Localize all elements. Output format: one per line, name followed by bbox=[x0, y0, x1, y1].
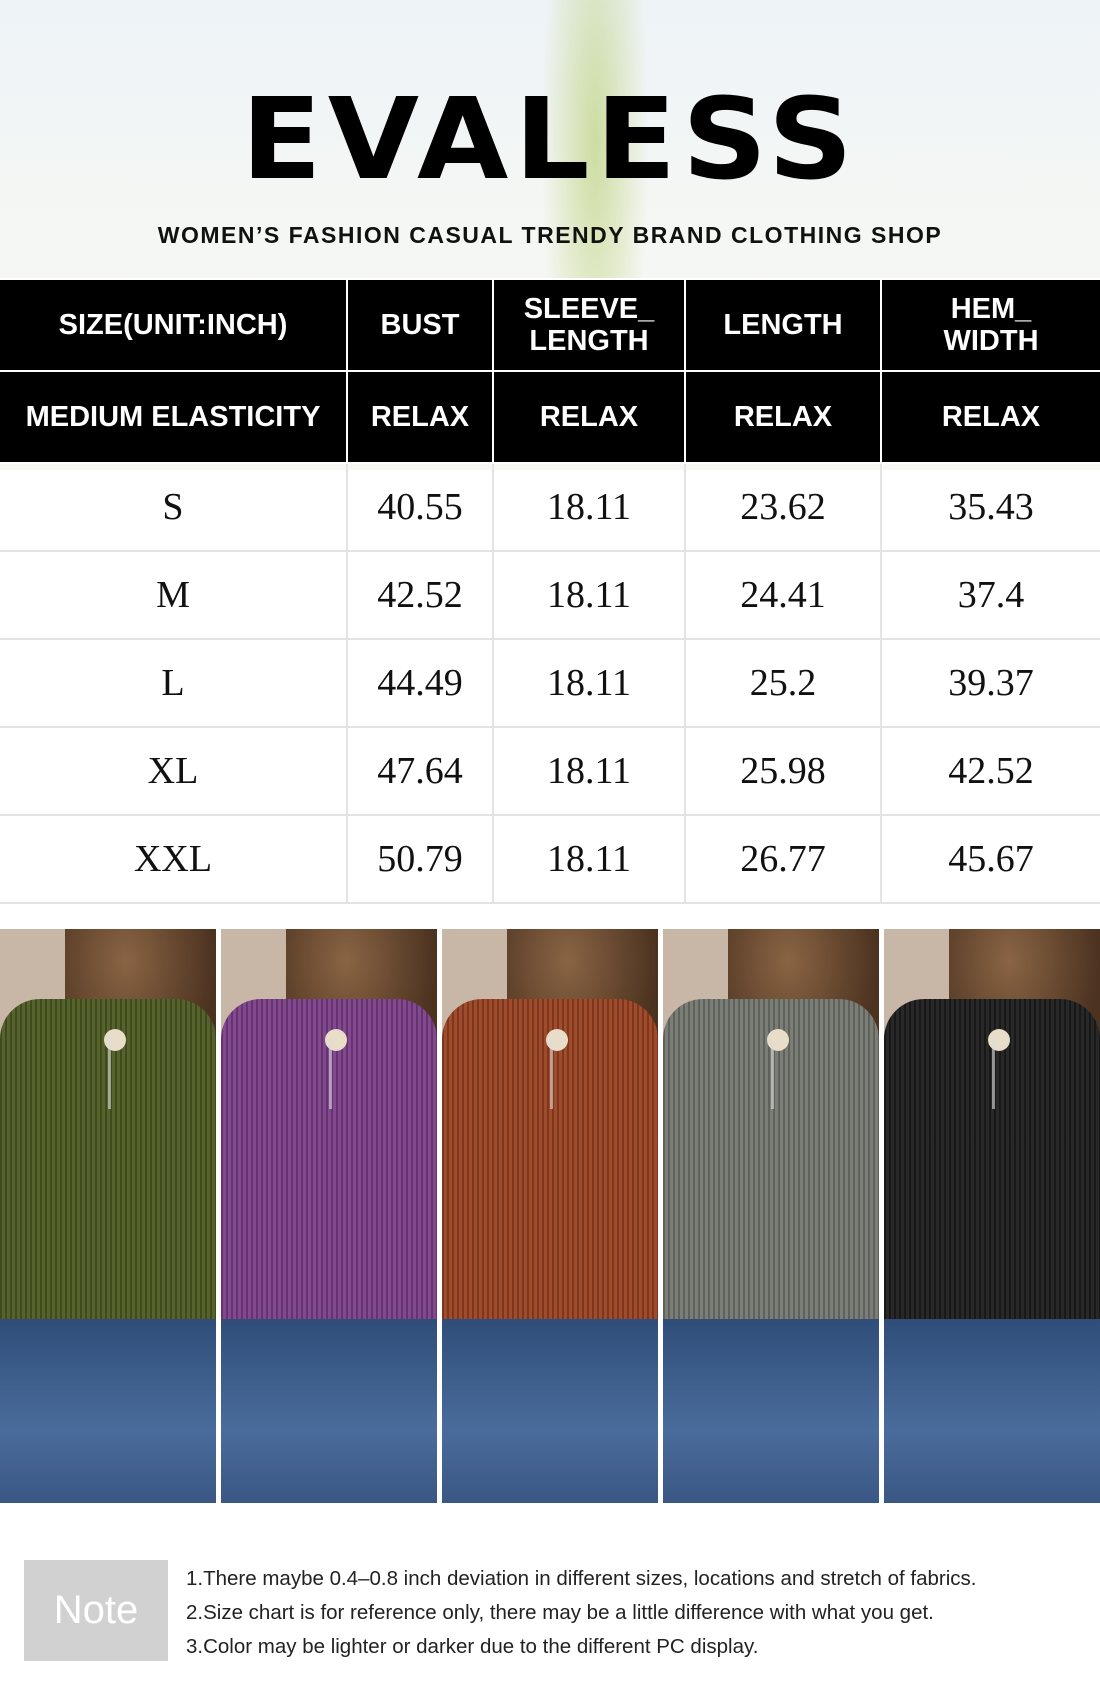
subheader-row: MEDIUM ELASTICITY RELAX RELAX RELAX RELAX bbox=[0, 370, 1100, 464]
measurement-cell: 25.98 bbox=[684, 726, 882, 816]
zipper bbox=[771, 1039, 774, 1109]
note-lines: 1.There maybe 0.4–0.8 inch deviation in … bbox=[186, 1562, 976, 1664]
elasticity-cell: RELAX bbox=[880, 370, 1100, 464]
measurement-cell: 50.79 bbox=[346, 814, 494, 904]
sweater-photo-green bbox=[0, 929, 216, 1503]
column-header: SLEEVE_ LENGTH bbox=[492, 278, 686, 372]
necklace-pendant bbox=[545, 1029, 568, 1051]
brand-tagline: WOMEN’S FASHION CASUAL TRENDY BRAND CLOT… bbox=[157, 222, 943, 248]
elasticity-cell: RELAX bbox=[346, 370, 494, 464]
column-header: LENGTH bbox=[684, 278, 882, 372]
zipper bbox=[550, 1039, 553, 1109]
sweater-photo-purple bbox=[221, 929, 437, 1503]
size-cell: M bbox=[0, 550, 348, 640]
size-cell: XL bbox=[0, 726, 348, 816]
note-label: Note bbox=[24, 1560, 168, 1661]
color-variants-gallery bbox=[0, 929, 1100, 1503]
column-header: BUST bbox=[346, 278, 494, 372]
measurement-cell: 18.11 bbox=[492, 550, 686, 640]
note-line: 3.Color may be lighter or darker due to … bbox=[186, 1635, 759, 1658]
measurement-cell: 25.2 bbox=[684, 638, 882, 728]
size-cell: L bbox=[0, 638, 348, 728]
measurement-cell: 18.11 bbox=[492, 638, 686, 728]
zipper bbox=[108, 1039, 111, 1109]
measurement-cell: 37.4 bbox=[880, 550, 1100, 640]
size-chart-table: SIZE(UNIT:INCH) BUST SLEEVE_ LENGTH LENGTH H… bbox=[0, 278, 1100, 904]
brand-logo: EVALESS bbox=[241, 73, 859, 205]
note-line: 1.There maybe 0.4–0.8 inch deviation in … bbox=[186, 1567, 977, 1590]
elasticity-cell: RELAX bbox=[492, 370, 686, 464]
elasticity-cell: MEDIUM ELASTICITY bbox=[0, 370, 348, 464]
zipper bbox=[329, 1039, 332, 1109]
measurement-cell: 44.49 bbox=[346, 638, 494, 728]
measurement-cell: 18.11 bbox=[492, 726, 686, 816]
jeans bbox=[221, 1319, 437, 1503]
measurement-cell: 42.52 bbox=[346, 550, 494, 640]
measurement-cell: 35.43 bbox=[880, 462, 1100, 552]
size-cell: S bbox=[0, 462, 348, 552]
necklace-pendant bbox=[324, 1029, 347, 1051]
measurement-cell: 18.11 bbox=[492, 462, 686, 552]
size-cell: XXL bbox=[0, 814, 348, 904]
header-row: SIZE(UNIT:INCH) BUST SLEEVE_ LENGTH LENGTH H… bbox=[0, 278, 1100, 372]
necklace-pendant bbox=[987, 1029, 1010, 1051]
necklace-pendant bbox=[103, 1029, 126, 1051]
sweater-photo-black bbox=[884, 929, 1100, 1503]
measurement-cell: 24.41 bbox=[684, 550, 882, 640]
column-header: HEM_ WIDTH bbox=[880, 278, 1100, 372]
measurement-cell: 40.55 bbox=[346, 462, 494, 552]
table-row: S 40.55 18.11 23.62 35.43 bbox=[0, 462, 1100, 552]
note-line: 2.Size chart is for reference only, ther… bbox=[186, 1601, 934, 1624]
jeans bbox=[442, 1319, 658, 1503]
column-header: SIZE(UNIT:INCH) bbox=[0, 278, 348, 372]
table-row: XXL 50.79 18.11 26.77 45.67 bbox=[0, 814, 1100, 904]
measurement-cell: 47.64 bbox=[346, 726, 494, 816]
zipper bbox=[992, 1039, 995, 1109]
necklace-pendant bbox=[766, 1029, 789, 1051]
sweater-photo-gray bbox=[663, 929, 879, 1503]
jeans bbox=[884, 1319, 1100, 1503]
sweater-photo-rust bbox=[442, 929, 658, 1503]
table-row: L 44.49 18.11 25.2 39.37 bbox=[0, 638, 1100, 728]
measurement-cell: 42.52 bbox=[880, 726, 1100, 816]
table-row: XL 47.64 18.11 25.98 42.52 bbox=[0, 726, 1100, 816]
elasticity-cell: RELAX bbox=[684, 370, 882, 464]
measurement-cell: 45.67 bbox=[880, 814, 1100, 904]
jeans bbox=[663, 1319, 879, 1503]
measurement-cell: 18.11 bbox=[492, 814, 686, 904]
table-row: M 42.52 18.11 24.41 37.4 bbox=[0, 550, 1100, 640]
measurement-cell: 39.37 bbox=[880, 638, 1100, 728]
measurement-cell: 23.62 bbox=[684, 462, 882, 552]
jeans bbox=[0, 1319, 216, 1503]
measurement-cell: 26.77 bbox=[684, 814, 882, 904]
